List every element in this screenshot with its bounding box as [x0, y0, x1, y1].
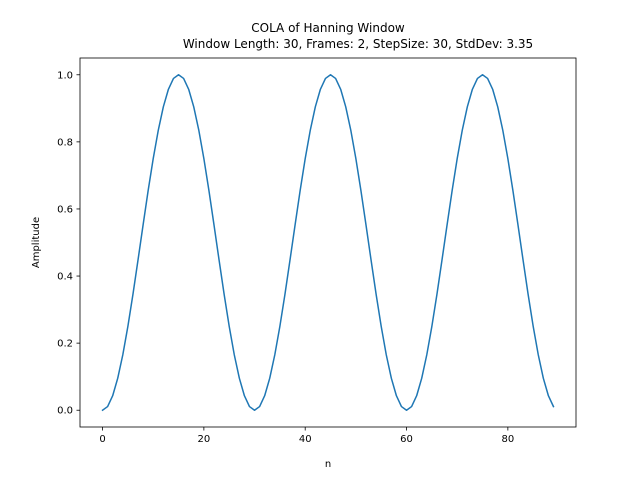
axes-frame — [79, 57, 577, 428]
y-tick-label: 0.0 — [57, 406, 73, 417]
series-layer — [101, 74, 555, 412]
y-tick-label: 0.8 — [57, 137, 73, 148]
x-axis-ticks: 0 20 40 60 80 — [99, 427, 514, 445]
series-line-0 — [101, 74, 555, 412]
y-tick-label: 0.6 — [57, 204, 73, 215]
x-tick-label: 0 — [99, 434, 105, 445]
plot-area — [79, 57, 577, 428]
y-tick-label: 0.4 — [57, 272, 73, 283]
y-tick-label: 0.2 — [57, 339, 73, 350]
y-tick-label: 1.0 — [57, 70, 73, 81]
x-tick-label: 40 — [299, 434, 312, 445]
x-tick-label: 80 — [501, 434, 514, 445]
x-tick-label: 60 — [400, 434, 413, 445]
x-tick-label: 20 — [198, 434, 211, 445]
y-axis-ticks: 0.0 0.2 0.4 0.6 0.8 1.0 — [57, 70, 80, 417]
x-axis-label: n — [325, 459, 331, 470]
chart-subtitle: Window Length: 30, Frames: 2, StepSize: … — [183, 37, 533, 51]
chart-title: COLA of Hanning Window — [251, 21, 405, 35]
y-axis-label: Amplitude — [31, 217, 42, 268]
